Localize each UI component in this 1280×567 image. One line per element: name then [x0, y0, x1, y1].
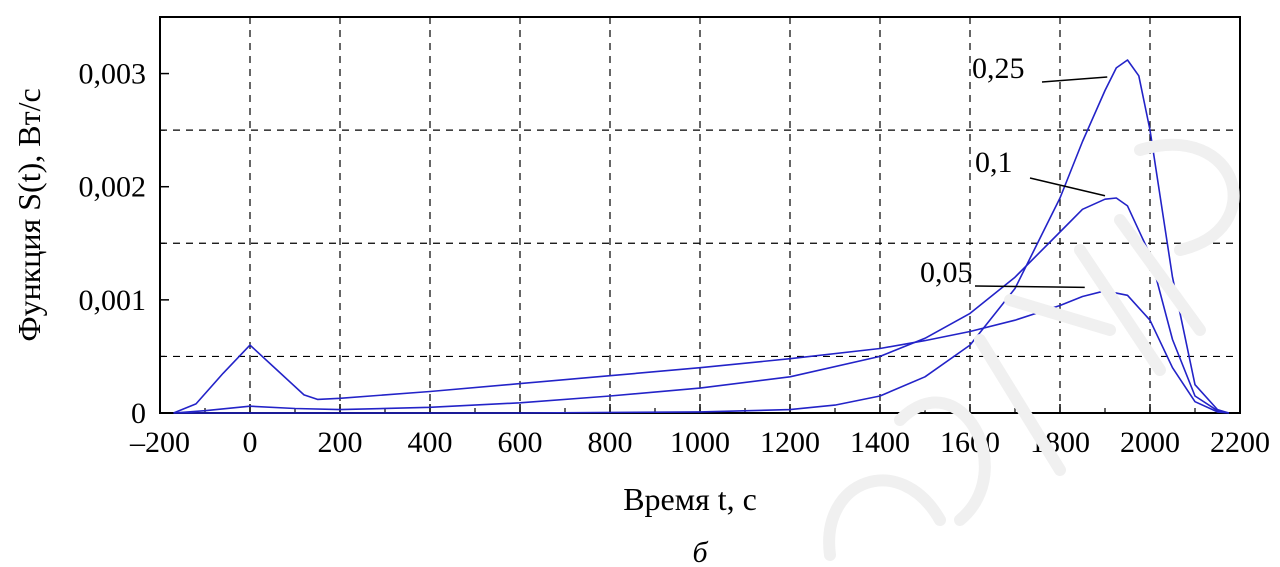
x-tick-label: 800 — [588, 426, 633, 459]
grid — [160, 17, 1240, 413]
series-label: 0,1 — [975, 146, 1013, 179]
x-tick-label: 200 — [318, 426, 363, 459]
x-tick-label: 1000 — [670, 426, 730, 459]
x-tick-label: 2200 — [1210, 426, 1270, 459]
series-line — [173, 290, 1229, 414]
series-label: 0,25 — [972, 52, 1025, 85]
x-tick-label: 400 — [408, 426, 453, 459]
x-tick-label: –200 — [129, 426, 190, 459]
series-labels: 0,05 0,1 0,25 — [920, 52, 1108, 289]
x-tick-label: 1600 — [940, 426, 1000, 459]
x-tick-label: 2000 — [1120, 426, 1180, 459]
series-lines — [173, 59, 1230, 414]
axis-ticks: –200 0 200 400 600 800 1000 1200 1400 1600 1800 200… — [79, 58, 1271, 459]
x-tick-label: 600 — [498, 426, 543, 459]
series-label-leader — [974, 285, 1085, 289]
x-axis-title: Время t, с — [623, 481, 757, 517]
series-line — [173, 197, 1229, 414]
figure-caption: б — [692, 536, 708, 567]
y-tick-label: 0 — [131, 397, 146, 430]
series-label-leader — [1041, 76, 1108, 83]
y-axis-title: Функция S(t), Вт/с — [11, 88, 47, 341]
series-label-leader — [1029, 177, 1106, 197]
y-tick-label: 0,003 — [79, 58, 147, 91]
x-tick-label: 1400 — [850, 426, 910, 459]
x-tick-label: 1200 — [760, 426, 820, 459]
y-tick-label: 0,002 — [79, 171, 147, 204]
y-tick-label: 0,001 — [79, 284, 147, 317]
series-line — [173, 59, 1230, 414]
x-tick-label: 1800 — [1030, 426, 1090, 459]
x-tick-label: 0 — [243, 426, 258, 459]
series-label: 0,05 — [920, 256, 973, 289]
